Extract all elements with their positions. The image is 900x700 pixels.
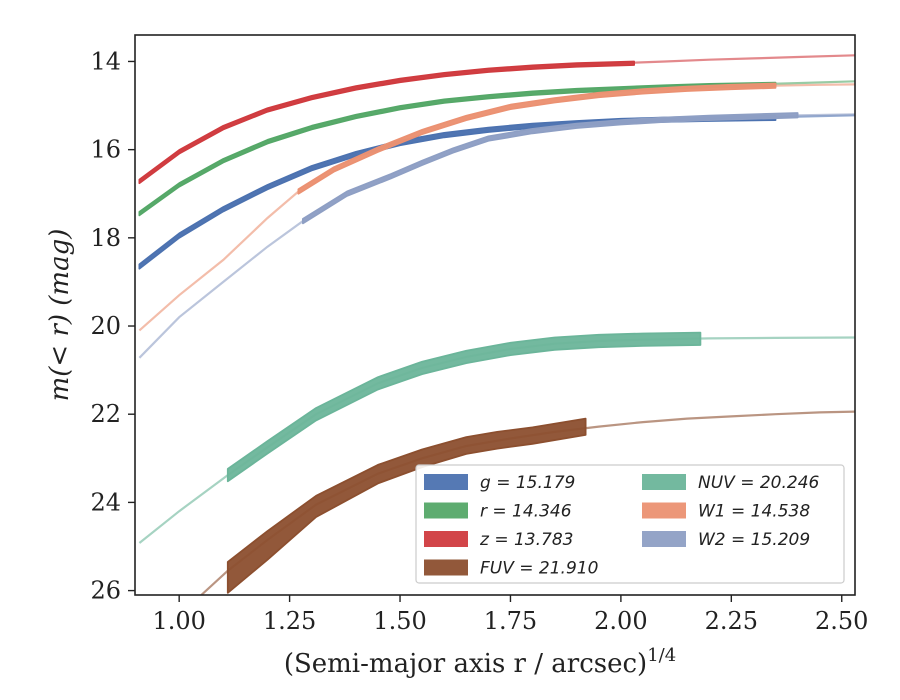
x-tick-label: 1.00: [152, 607, 205, 635]
legend-swatch: [642, 474, 686, 490]
legend-swatch: [424, 559, 468, 576]
x-axis-label: (Semi-major axis r / arcsec)1/4: [284, 645, 676, 679]
legend-label: z = 13.783: [479, 530, 573, 550]
legend: g = 15.179 r = 14.346 z = 13.783 FUV = 21.9…: [415, 464, 845, 584]
series-r-model-line: [138, 80, 855, 215]
legend-box: [415, 464, 845, 584]
legend-label: W1 = 14.538: [698, 502, 810, 522]
y-tick-label: 14: [90, 47, 121, 75]
series-z-band: [138, 60, 635, 185]
legend-label: g = 15.179: [480, 473, 575, 493]
series-fuv-band: [226, 417, 587, 594]
x-axis: 1.00 1.25 1.50 1.75 2.00 2.25 2.50: [152, 595, 868, 635]
series-nuv-band: [226, 331, 702, 483]
y-tick-label: 18: [90, 224, 121, 252]
y-tick-label: 16: [90, 136, 121, 164]
legend-label: FUV = 21.910: [480, 559, 598, 579]
series-fuv: [200, 410, 855, 595]
series-z: [138, 54, 855, 185]
y-tick-label: 22: [90, 400, 121, 428]
x-axis-label-text: (Semi-major axis r / arcsec): [284, 649, 647, 679]
series-nuv: [138, 331, 855, 544]
legend-swatch: [642, 531, 686, 547]
legend-swatch: [642, 502, 686, 519]
series-w2-band: [302, 112, 799, 225]
x-axis-label-superscript: 1/4: [647, 645, 676, 666]
legend-swatch: [424, 474, 468, 490]
y-tick-label: 26: [90, 577, 121, 605]
y-tick-label: 24: [90, 488, 121, 516]
legend-label: W2 = 15.209: [698, 530, 810, 550]
legend-label: NUV = 20.246: [698, 473, 820, 493]
legend-label: r = 14.346: [480, 502, 572, 522]
y-axis: 14 16 18 20 22 24 26: [90, 47, 135, 605]
x-tick-label: 2.25: [705, 607, 758, 635]
x-tick-label: 1.75: [484, 607, 537, 635]
series-g-band: [138, 114, 777, 270]
legend-swatch: [424, 531, 468, 547]
x-tick-label: 1.25: [263, 607, 316, 635]
series-w1-band: [297, 82, 777, 195]
y-axis-label: m(< r) (mag): [45, 229, 75, 402]
x-tick-label: 2.50: [815, 607, 868, 635]
series-w2: [138, 112, 855, 359]
x-tick-label: 1.50: [373, 607, 426, 635]
plot-frame: [134, 34, 856, 596]
plot-series: [138, 54, 855, 595]
y-tick-label: 20: [90, 312, 121, 340]
series-w1: [138, 82, 855, 332]
x-tick-label: 2.00: [594, 607, 647, 635]
legend-swatch: [424, 502, 468, 519]
